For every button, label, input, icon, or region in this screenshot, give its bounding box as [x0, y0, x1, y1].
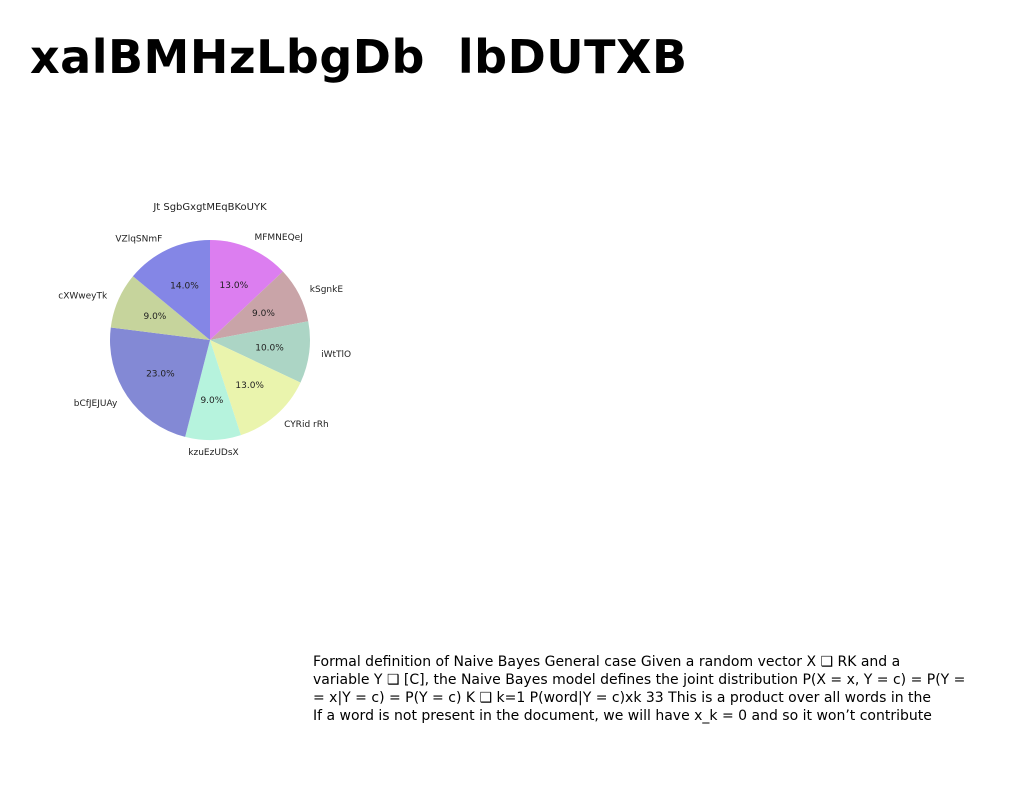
slice-category-label: MFMNEQeJ: [254, 233, 302, 243]
body-text-line: Formal definition of Naive Bayes General…: [313, 654, 901, 670]
slice-percent-label: 9.0%: [200, 396, 223, 406]
pie-labels: 13.0% MFMNEQeJ 9.0% kSgnkE 10.0% iWtTlO 13.0% C…: [58, 233, 351, 458]
slice-category-label: kzuEzUDsX: [188, 448, 238, 458]
chart-title: Jt SgbGxgtMEqBKoUYK: [152, 202, 267, 213]
slice-category-label: iWtTlO: [321, 350, 351, 360]
body-text-line: variable Y ❑ [C], the Naive Bayes model …: [313, 672, 966, 688]
body-text-line: = x|Y = c) = P(Y = c) K ❑ k=1 P(word|Y =…: [313, 690, 932, 706]
slice-category-label: CYRid rRh: [284, 420, 329, 430]
slice-category-label: bCfJEJUAy: [74, 399, 118, 409]
pie-slices: [109, 240, 310, 440]
slice-category-label: VZlqSNmF: [115, 235, 162, 245]
pie-slice: [210, 340, 301, 436]
pie-slice: [110, 276, 210, 340]
slice-percent-label: 23.0%: [146, 370, 175, 380]
body-text-line: If a word is not present in the document…: [313, 708, 932, 724]
slice-percent-label: 10.0%: [255, 344, 284, 354]
slice-percent-label: 9.0%: [143, 312, 166, 322]
slice-category-label: kSgnkE: [310, 285, 344, 295]
pie-slice: [210, 321, 310, 383]
page-title: xalBMHzLbgDb lbDUTXB: [30, 30, 688, 84]
slice-percent-label: 13.0%: [235, 381, 264, 391]
pie-slice: [132, 240, 210, 340]
pie-slice: [210, 240, 283, 340]
slice-category-label: cXWweyTk: [58, 292, 108, 302]
body-text: Formal definition of Naive Bayes General…: [313, 653, 973, 725]
pie-slice: [185, 340, 241, 440]
slice-percent-label: 14.0%: [170, 282, 199, 292]
pie-slice: [210, 271, 309, 340]
slice-percent-label: 13.0%: [220, 281, 249, 291]
slice-percent-label: 9.0%: [252, 309, 275, 319]
pie-slice: [109, 327, 210, 437]
